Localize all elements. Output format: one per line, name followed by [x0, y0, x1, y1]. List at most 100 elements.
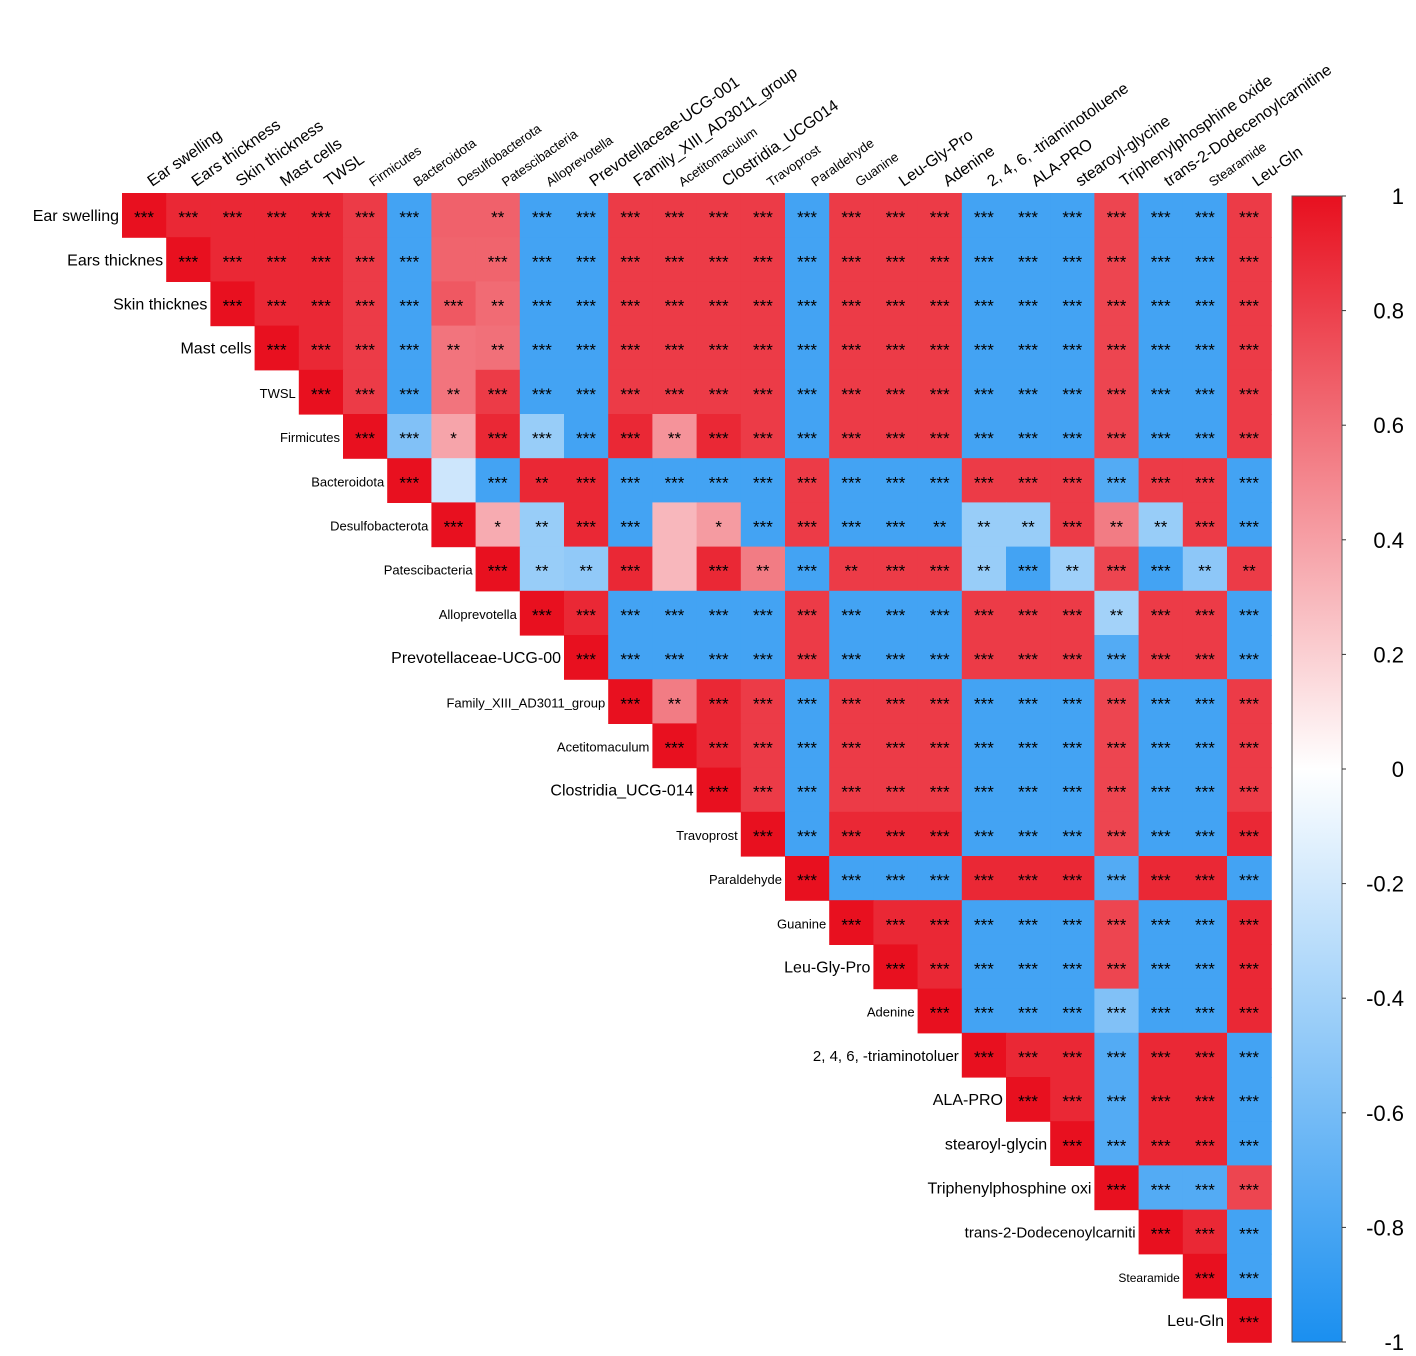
heatmap-cell-1-8 — [475, 237, 521, 282]
significance-label: *** — [1062, 960, 1082, 979]
significance-label: *** — [311, 252, 331, 271]
heatmap-cell-7-25 — [1227, 502, 1272, 548]
heatmap-cell-1-7 — [431, 237, 477, 282]
heatmap-cell-9-14 — [740, 590, 786, 636]
significance-label: *** — [1107, 694, 1127, 713]
heatmap-cell-19-23 — [1138, 1032, 1184, 1078]
significance-label: *** — [1151, 252, 1171, 271]
significance-label: *** — [1151, 1181, 1171, 1200]
heatmap-cell-9-17 — [873, 590, 919, 636]
significance-label: *** — [620, 341, 640, 360]
row-label: ALA-PRO — [933, 1092, 1003, 1109]
heatmap-cell-19-21 — [1050, 1032, 1095, 1078]
row-label: Prevotellaceae-UCG-00 — [391, 650, 561, 667]
heatmap-cell-1-13 — [696, 237, 742, 282]
heatmap-cell-1-21 — [1050, 237, 1095, 282]
heatmap-cell-10-17 — [873, 635, 919, 680]
significance-label: *** — [930, 297, 950, 316]
heatmap-cell-23-24 — [1182, 1209, 1228, 1255]
heatmap-cell-10-18 — [917, 635, 963, 680]
significance-label: *** — [974, 1048, 994, 1067]
significance-label: ** — [977, 562, 991, 581]
significance-label: *** — [1195, 1004, 1215, 1023]
heatmap-cell-7-7 — [431, 502, 477, 548]
significance-label: *** — [576, 518, 596, 537]
significance-label: *** — [974, 252, 994, 271]
significance-label: * — [715, 518, 722, 537]
significance-label: *** — [1239, 960, 1259, 979]
significance-label: *** — [355, 429, 375, 448]
colorbar-tick-label: 0.8 — [1373, 299, 1404, 324]
heatmap-cell-6-22 — [1094, 458, 1140, 503]
significance-label: *** — [399, 341, 419, 360]
significance-label: *** — [753, 473, 773, 492]
significance-label: *** — [930, 871, 950, 890]
significance-label: *** — [576, 385, 596, 404]
significance-label: ** — [447, 341, 461, 360]
heatmap-cell-13-16 — [829, 767, 874, 813]
heatmap-cell-20-22 — [1094, 1077, 1140, 1122]
significance-label: *** — [620, 252, 640, 271]
significance-label: *** — [1151, 208, 1171, 227]
heatmap-cell-6-10 — [564, 458, 609, 503]
significance-label: *** — [620, 650, 640, 669]
significance-label: *** — [974, 871, 994, 890]
significance-label: *** — [1107, 915, 1127, 934]
significance-label: *** — [1151, 827, 1171, 846]
heatmap-cell-7-23 — [1138, 502, 1184, 548]
heatmap-cell-16-16 — [829, 900, 874, 945]
heatmap-cell-11-14 — [740, 679, 786, 724]
heatmap-cell-2-8 — [475, 281, 521, 327]
significance-label: *** — [1195, 208, 1215, 227]
heatmap-cell-1-17 — [873, 237, 919, 282]
heatmap-cell-8-14 — [740, 546, 786, 592]
heatmap-cell-3-12 — [652, 325, 698, 371]
significance-label: *** — [797, 429, 817, 448]
heatmap-cell-7-8 — [475, 502, 521, 548]
heatmap-cell-12-12 — [652, 723, 698, 769]
colorbar-ticks: 1 0.8 0.6 0.4 0.2 0 -0.2 -0.4 -0.6 -0.8 -1 — [1342, 184, 1404, 1355]
significance-label: *** — [1239, 915, 1259, 934]
heatmap-cell-13-14 — [740, 767, 786, 813]
significance-label: *** — [886, 297, 906, 316]
significance-label: *** — [709, 385, 729, 404]
heatmap-cell-3-21 — [1050, 325, 1095, 371]
heatmap-cell-6-13 — [696, 458, 742, 503]
significance-label: *** — [1239, 1269, 1259, 1288]
heatmap-cell-5-6 — [387, 414, 432, 459]
heatmap-cell-0-4 — [298, 193, 344, 238]
heatmap-cell-9-12 — [652, 590, 698, 636]
heatmap-cell-6-6 — [387, 458, 432, 503]
heatmap-cell-0-16 — [829, 193, 874, 238]
heatmap-cell-2-21 — [1050, 281, 1095, 327]
heatmap-cell-4-18 — [917, 369, 963, 415]
heatmap-cell-5-13 — [696, 414, 742, 459]
significance-label: *** — [1018, 208, 1038, 227]
heatmap-cell-4-10 — [564, 369, 609, 415]
heatmap-cell-13-23 — [1138, 767, 1184, 813]
significance-label: ** — [845, 562, 859, 581]
heatmap-cell-3-23 — [1138, 325, 1184, 371]
heatmap-cell-5-8 — [475, 414, 521, 459]
heatmap-cell-1-25 — [1227, 237, 1272, 282]
row-label: 2, 4, 6, -triaminotoluer — [813, 1048, 959, 1065]
heatmap-cell-5-25 — [1227, 414, 1272, 459]
significance-label: ** — [1110, 606, 1124, 625]
significance-label: *** — [1151, 429, 1171, 448]
significance-label: *** — [399, 208, 419, 227]
heatmap-cell-14-22 — [1094, 811, 1140, 857]
heatmap-cell-9-13 — [696, 590, 742, 636]
row-label: Ear swelling — [33, 208, 119, 225]
heatmap-cell-14-21 — [1050, 811, 1095, 857]
heatmap-cell-4-25 — [1227, 369, 1272, 415]
significance-label: *** — [1195, 871, 1215, 890]
heatmap-cell-1-24 — [1182, 237, 1228, 282]
significance-label: *** — [1107, 429, 1127, 448]
significance-label: *** — [1151, 562, 1171, 581]
significance-label: *** — [1195, 915, 1215, 934]
significance-label: *** — [1151, 473, 1171, 492]
significance-label: *** — [488, 562, 508, 581]
significance-label: *** — [1107, 1092, 1127, 1111]
significance-label: *** — [974, 960, 994, 979]
significance-label: *** — [1018, 783, 1038, 802]
